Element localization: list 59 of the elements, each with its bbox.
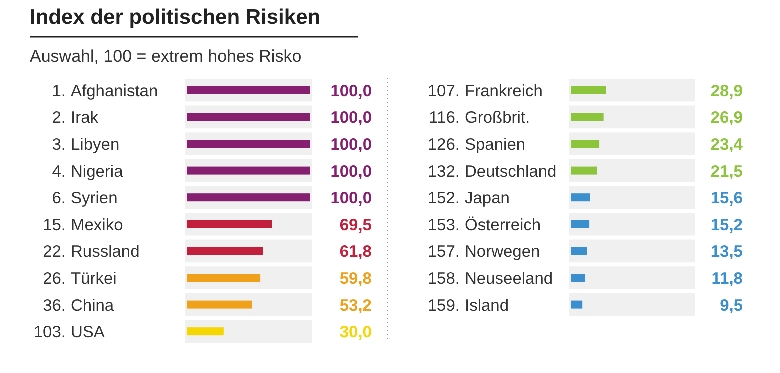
category-label: 103. USA [34,324,105,342]
data-label: 9,5 [720,296,743,315]
bar [571,166,598,175]
bar [571,86,606,94]
chart-subtitle: Auswahl, 100 = extrem hohes Risko [30,47,302,66]
data-label: 59,8 [340,270,372,288]
category-label: 4. Nigeria [52,162,124,181]
data-label: 13,5 [710,243,743,262]
data-label: 23,4 [710,136,744,154]
data-label: 26,9 [710,109,743,128]
category-label: 152. Japan [428,190,510,208]
data-label: 100,0 [330,136,372,154]
data-label: 15,6 [710,190,743,208]
category-label: 158. Neuseeland [428,270,554,288]
category-label: 116. Großbrit. [429,109,530,128]
category-label: 107. Frankreich [428,82,543,100]
data-label: 100,0 [330,162,372,181]
bar [571,220,590,228]
bar [187,300,252,309]
category-label: 157. Norwegen [428,243,540,262]
bar [187,247,264,256]
category-label: 15. Mexiko [43,216,124,234]
data-label: 100,0 [330,109,372,128]
category-label: 126. Spanien [428,136,526,154]
data-label: 30,0 [340,324,372,342]
data-label: 11,8 [712,270,743,288]
category-label: 1. Afghanistan [52,82,158,100]
data-label: 53,2 [340,296,372,315]
category-label: 3. Libyen [52,136,120,154]
bar [571,274,586,282]
chart-title: Index der politischen Risiken [30,6,321,29]
data-label: 100,0 [330,82,372,100]
bar [571,140,600,148]
category-label: 2. Irak [52,109,99,128]
data-label: 28,9 [710,82,743,100]
data-label: 100,0 [330,190,372,208]
bar [187,86,310,94]
category-label: 153. Österreich [428,216,542,234]
bar [187,166,310,175]
bar [571,300,583,309]
bar [571,194,590,202]
category-label: 132. Deutschland [428,162,557,181]
bar [571,113,604,122]
bar [571,247,588,256]
bar [187,274,261,282]
bar [187,220,272,228]
data-label: 21,5 [710,162,743,181]
category-label: 22. Russland [43,243,140,262]
bar [187,140,310,148]
category-label: 6. Syrien [52,190,118,208]
data-label: 15,2 [710,216,743,234]
data-label: 69,5 [340,216,372,234]
category-label: 36. China [43,296,114,315]
category-label: 26. Türkei [43,270,117,288]
bar [187,194,310,202]
bar [187,328,224,336]
category-label: 159. Island [428,296,510,315]
data-label: 61,8 [340,243,372,262]
bar [187,113,310,122]
